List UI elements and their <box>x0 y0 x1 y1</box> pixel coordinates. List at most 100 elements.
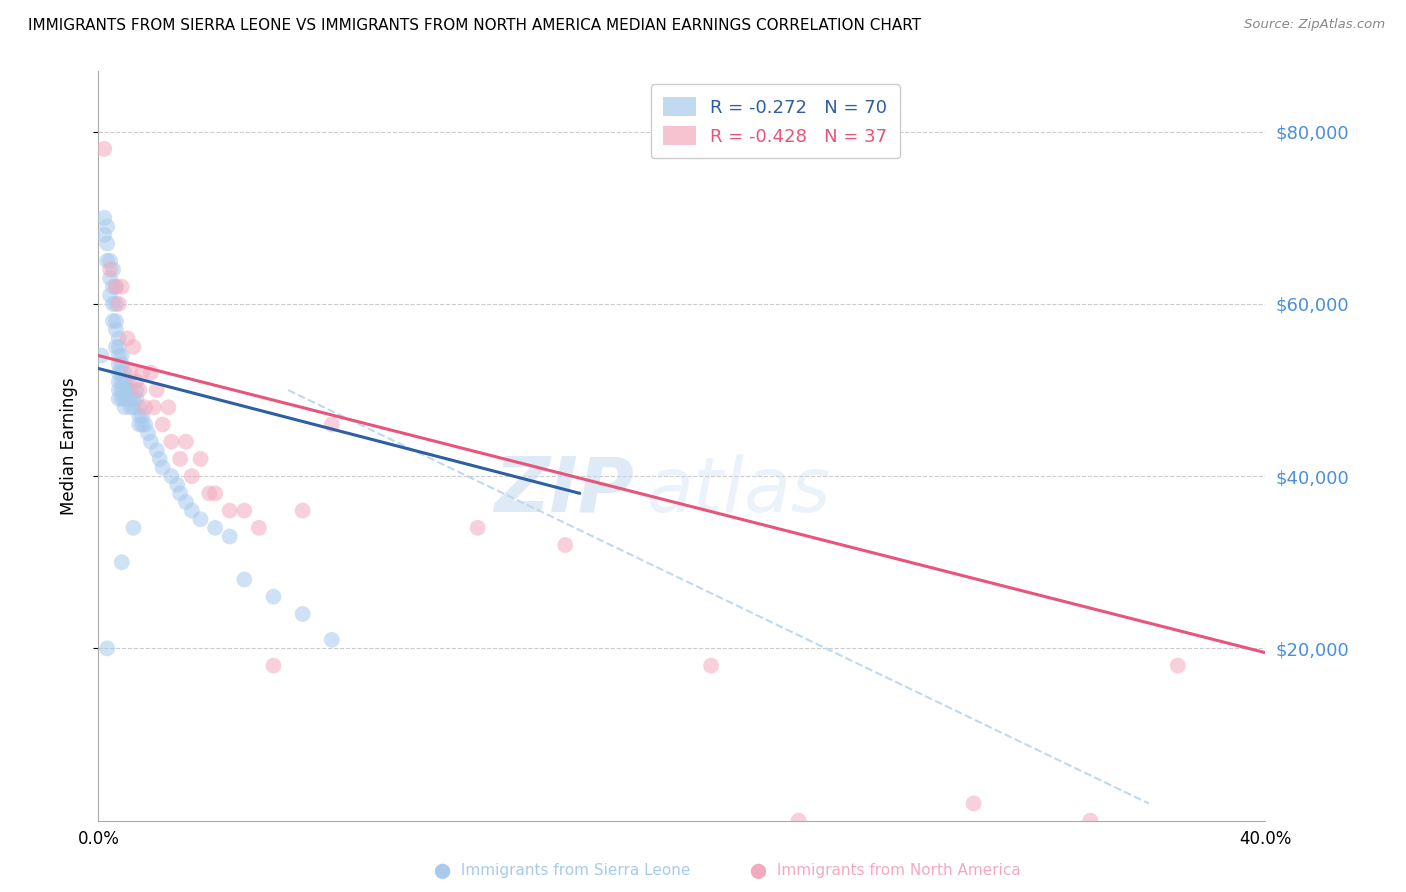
Text: atlas: atlas <box>647 454 831 528</box>
Point <box>152 417 174 432</box>
Point <box>108 331 131 345</box>
Text: ⬤  Immigrants from North America: ⬤ Immigrants from North America <box>751 863 1021 879</box>
Point <box>136 426 159 441</box>
Point <box>117 375 139 389</box>
Point <box>104 314 127 328</box>
Point <box>117 383 139 397</box>
Point <box>101 262 124 277</box>
Point <box>101 297 124 311</box>
Point <box>139 434 162 449</box>
Point <box>111 555 134 569</box>
Point <box>111 375 134 389</box>
Text: ⬤  Immigrants from Sierra Leone: ⬤ Immigrants from Sierra Leone <box>434 863 690 879</box>
Point <box>122 401 145 415</box>
Point <box>146 443 169 458</box>
Point <box>90 349 112 363</box>
Point <box>98 262 121 277</box>
Point <box>93 211 115 225</box>
Point <box>131 366 153 380</box>
Y-axis label: Median Earnings: Median Earnings <box>59 377 77 515</box>
Point <box>134 401 156 415</box>
Point <box>262 658 284 673</box>
Point <box>291 503 314 517</box>
Point <box>160 469 183 483</box>
Point <box>174 495 197 509</box>
Point <box>554 538 576 552</box>
Point <box>114 383 136 397</box>
Point <box>204 521 226 535</box>
Point <box>96 253 118 268</box>
Point <box>96 236 118 251</box>
Point <box>146 383 169 397</box>
Text: IMMIGRANTS FROM SIERRA LEONE VS IMMIGRANTS FROM NORTH AMERICA MEDIAN EARNINGS CO: IMMIGRANTS FROM SIERRA LEONE VS IMMIGRAN… <box>28 18 921 33</box>
Point <box>111 349 134 363</box>
Legend: R = -0.272   N = 70, R = -0.428   N = 37: R = -0.272 N = 70, R = -0.428 N = 37 <box>651 84 900 158</box>
Point <box>233 573 256 587</box>
Point <box>1167 658 1189 673</box>
Point <box>114 401 136 415</box>
Point <box>120 366 142 380</box>
Point <box>111 279 134 293</box>
Point <box>128 417 150 432</box>
Point <box>1080 814 1102 828</box>
Point <box>120 383 142 397</box>
Point <box>190 451 212 466</box>
Point <box>169 451 191 466</box>
Point <box>93 227 115 242</box>
Point <box>108 349 131 363</box>
Point <box>787 814 810 828</box>
Point <box>467 521 489 535</box>
Point <box>120 392 142 406</box>
Point <box>114 366 136 380</box>
Point <box>108 297 131 311</box>
Point <box>233 503 256 517</box>
Point <box>157 401 180 415</box>
Point <box>122 340 145 354</box>
Point <box>125 383 148 397</box>
Point <box>125 375 148 389</box>
Point <box>114 392 136 406</box>
Point <box>101 279 124 293</box>
Point <box>117 392 139 406</box>
Point <box>96 641 118 656</box>
Point <box>114 375 136 389</box>
Point <box>98 271 121 285</box>
Point <box>198 486 221 500</box>
Point <box>180 503 202 517</box>
Point <box>131 417 153 432</box>
Point <box>104 323 127 337</box>
Point <box>120 401 142 415</box>
Point <box>166 477 188 491</box>
Point <box>142 401 165 415</box>
Point <box>104 340 127 354</box>
Point <box>128 401 150 415</box>
Point <box>117 331 139 345</box>
Point <box>128 383 150 397</box>
Point <box>125 392 148 406</box>
Point <box>962 797 984 811</box>
Point <box>218 503 240 517</box>
Point <box>122 392 145 406</box>
Point <box>291 607 314 621</box>
Point <box>108 357 131 371</box>
Point <box>108 392 131 406</box>
Point <box>122 521 145 535</box>
Point <box>152 460 174 475</box>
Point <box>111 383 134 397</box>
Point <box>104 297 127 311</box>
Point <box>108 375 131 389</box>
Point <box>128 409 150 423</box>
Point <box>149 451 172 466</box>
Point <box>98 253 121 268</box>
Point <box>160 434 183 449</box>
Point <box>93 142 115 156</box>
Text: ZIP: ZIP <box>495 454 636 528</box>
Point <box>321 417 343 432</box>
Point <box>108 340 131 354</box>
Point <box>108 383 131 397</box>
Point <box>700 658 723 673</box>
Point <box>218 529 240 543</box>
Point <box>247 521 270 535</box>
Point <box>104 279 127 293</box>
Point <box>134 417 156 432</box>
